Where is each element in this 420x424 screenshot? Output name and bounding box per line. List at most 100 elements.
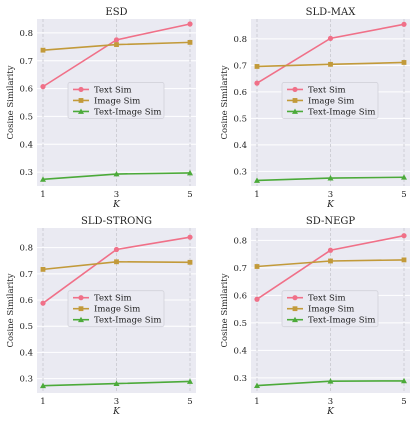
data-point bbox=[40, 84, 46, 90]
x-tick-label: 3 bbox=[114, 190, 119, 200]
subplot-2: 0.3 0.4 0.5 0.6 0.7 0.8 1 3 5 SLD-MAX K Cosine Simi… bbox=[220, 7, 410, 210]
legend-marker bbox=[78, 86, 84, 93]
y-tick-label: 0.3 bbox=[19, 375, 33, 385]
y-tick-label: 0.8 bbox=[233, 236, 247, 246]
legend-marker bbox=[78, 316, 84, 323]
data-point bbox=[113, 380, 120, 386]
data-point bbox=[114, 42, 119, 48]
y-tick-label: 0.6 bbox=[19, 85, 33, 95]
data-point bbox=[187, 39, 193, 45]
y-tick-label: 0.5 bbox=[233, 114, 247, 124]
data-point bbox=[40, 176, 46, 182]
subplot-title: SLD-MAX bbox=[306, 7, 357, 18]
y-tick-label: 0.5 bbox=[19, 112, 33, 122]
legend-marker bbox=[292, 86, 298, 93]
x-axis-label: K bbox=[112, 407, 121, 417]
data-point bbox=[40, 266, 46, 272]
data-point bbox=[113, 246, 120, 253]
data-point bbox=[401, 377, 407, 384]
subplot-3: 0.3 0.4 0.5 0.6 0.7 0.8 1 3 5 SLD-STRONG K Cosine S… bbox=[6, 216, 196, 417]
data-point bbox=[40, 382, 46, 389]
y-tick-label: 0.7 bbox=[233, 264, 247, 274]
subplot-title: ESD bbox=[105, 7, 127, 18]
data-point bbox=[187, 169, 193, 176]
subplot-title: SD-NEGP bbox=[306, 216, 355, 227]
legend-box bbox=[281, 290, 379, 328]
legend-marker bbox=[78, 306, 84, 312]
legend-marker bbox=[292, 316, 298, 323]
y-tick-label: 0.8 bbox=[19, 244, 33, 254]
data-point bbox=[254, 64, 260, 69]
subplot-4: 0.3 0.4 0.5 0.6 0.7 0.8 1 3 5 SD-NEGP K Cosine Simi… bbox=[220, 216, 410, 417]
y-tick-label: 0.3 bbox=[19, 168, 33, 178]
y-tick-label: 0.6 bbox=[233, 88, 247, 98]
x-tick-label: 3 bbox=[328, 190, 333, 200]
data-point bbox=[113, 37, 120, 43]
legend-marker bbox=[78, 295, 84, 301]
data-point bbox=[254, 264, 260, 269]
data-point bbox=[327, 175, 334, 181]
y-tick-label: 0.8 bbox=[19, 29, 33, 39]
y-tick-label: 0.3 bbox=[233, 374, 247, 384]
data-point bbox=[327, 35, 334, 41]
data-point bbox=[254, 382, 260, 388]
data-point bbox=[254, 177, 260, 183]
legend-label: Image Sim bbox=[308, 96, 354, 106]
y-tick-label: 0.8 bbox=[233, 35, 247, 45]
subplot-1: 0.3 0.4 0.5 0.6 0.7 0.8 1 3 5 ESD K Cosine Similari… bbox=[6, 7, 196, 210]
data-point bbox=[40, 300, 46, 306]
legend-label: Text Sim bbox=[94, 85, 132, 95]
y-tick-label: 0.5 bbox=[19, 322, 33, 332]
legend-label: Text Sim bbox=[94, 294, 132, 304]
legend-label: Text Sim bbox=[308, 294, 346, 304]
data-point bbox=[328, 61, 333, 67]
x-tick-label: 5 bbox=[401, 397, 406, 407]
legend-marker bbox=[292, 306, 298, 312]
y-tick-label: 0.3 bbox=[233, 167, 247, 177]
y-tick-label: 0.7 bbox=[19, 270, 33, 280]
y-tick-label: 0.4 bbox=[233, 346, 247, 356]
legend-label: Text-Image Sim bbox=[308, 107, 375, 117]
data-point bbox=[401, 257, 407, 263]
y-tick-label: 0.4 bbox=[19, 348, 33, 358]
y-axis-label: Cosine Similarity bbox=[6, 65, 16, 139]
data-point bbox=[187, 21, 193, 27]
x-tick-label: 5 bbox=[401, 190, 406, 200]
y-tick-label: 0.6 bbox=[19, 296, 33, 306]
data-point bbox=[401, 21, 407, 27]
y-tick-label: 0.7 bbox=[19, 57, 33, 67]
y-axis-label: Cosine Similarity bbox=[6, 273, 16, 347]
legend-marker bbox=[292, 108, 298, 114]
y-tick-label: 0.4 bbox=[233, 141, 247, 151]
data-point bbox=[327, 247, 334, 253]
x-axis-label: K bbox=[112, 200, 121, 210]
legend-box bbox=[67, 82, 165, 119]
legend-label: Image Sim bbox=[94, 96, 140, 106]
data-point bbox=[327, 378, 334, 384]
y-tick-label: 0.6 bbox=[233, 291, 247, 301]
subplot-title: SLD-STRONG bbox=[81, 216, 152, 227]
data-point bbox=[187, 378, 193, 384]
data-point bbox=[254, 296, 260, 302]
x-tick-label: 1 bbox=[254, 190, 259, 200]
x-axis-label: K bbox=[326, 407, 335, 417]
legend-marker bbox=[292, 98, 298, 103]
x-tick-label: 1 bbox=[254, 397, 259, 407]
y-tick-label: 0.5 bbox=[233, 319, 247, 329]
legend-marker bbox=[78, 108, 84, 114]
x-tick-label: 1 bbox=[40, 190, 45, 200]
legend-box bbox=[67, 290, 165, 328]
data-point bbox=[328, 258, 333, 264]
x-tick-label: 3 bbox=[328, 397, 333, 407]
x-tick-label: 5 bbox=[187, 397, 192, 407]
x-tick-label: 1 bbox=[40, 397, 45, 407]
legend-marker bbox=[292, 295, 298, 301]
legend-label: Text Sim bbox=[308, 85, 346, 95]
y-axis-label: Cosine Similarity bbox=[220, 65, 230, 139]
legend-label: Text-Image Sim bbox=[94, 316, 161, 326]
